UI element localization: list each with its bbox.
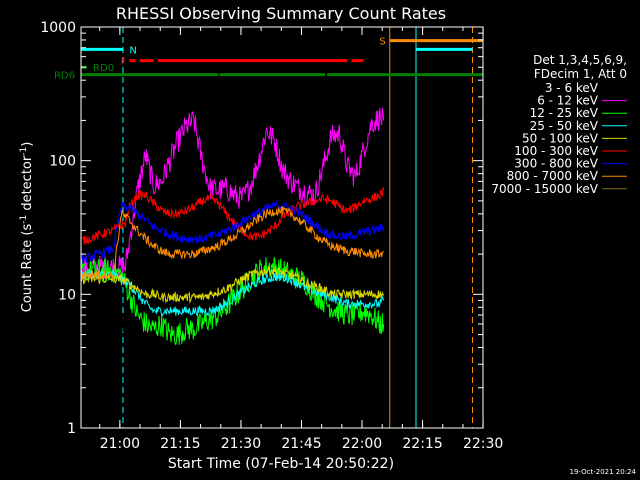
plot-frame — [80, 26, 484, 429]
legend-entry-label: 12 - 25 keV — [530, 106, 599, 120]
legend-header-line: Det 1,3,4,5,6,9, — [533, 53, 627, 67]
x-tick-label: 22:30 — [463, 436, 503, 452]
x-tick-label: 22:00 — [342, 436, 382, 452]
x-tick-label: 21:30 — [221, 436, 261, 452]
y-axis-label-superscript: -1 — [19, 215, 29, 224]
legend-entry-label: 7000 - 15000 keV — [491, 182, 598, 196]
generation-timestamp: 19-Oct-2021 20:24 — [570, 468, 637, 476]
x-tick-label: 21:45 — [281, 436, 321, 452]
legend-entry-label: 6 - 12 keV — [537, 94, 599, 108]
legend-entry-label: 50 - 100 keV — [522, 131, 599, 145]
legend-entry-label: 3 - 6 keV — [545, 81, 599, 95]
y-tick-label: 1 — [67, 421, 76, 437]
x-axis-label: Start Time (07-Feb-14 20:50:22) — [168, 456, 394, 472]
y-axis-label-superscript: -1 — [19, 147, 29, 156]
series-line — [80, 266, 385, 304]
y-axis-label-part: ) — [20, 142, 35, 147]
x-tick-label: 21:15 — [160, 436, 200, 452]
y-tick-label: 100 — [49, 154, 76, 170]
legend-entry-label: 800 - 7000 keV — [507, 169, 599, 183]
series-line — [80, 107, 385, 279]
flag-label: RD6 — [54, 71, 75, 82]
x-tick-label: 22:15 — [402, 436, 442, 452]
legend-entry-label: 100 - 300 keV — [514, 144, 598, 158]
axes: 21:00 21:15 21:30 21:45 22:00 22:15 22:30 1 10 10… — [40, 20, 503, 452]
legend-header-line: FDecim 1, Att 0 — [534, 67, 627, 81]
legend-entry-label: 300 - 800 keV — [514, 157, 598, 171]
series-line — [80, 199, 385, 265]
series-line — [80, 206, 385, 281]
series-line — [80, 256, 385, 346]
flag-label: N — [129, 45, 136, 56]
legend-entry-label: 25 - 50 keV — [530, 119, 599, 133]
y-axis-label-part: detector — [20, 155, 35, 215]
legend: Det 1,3,4,5,6,9, FDecim 1, Att 0 3 - 6 k… — [491, 53, 627, 196]
x-tick-label: 21:00 — [100, 436, 140, 452]
y-axis-label-part: Count Rate (s — [20, 224, 35, 313]
flag-label: S — [379, 37, 385, 48]
plot-content: NF S RD0 RD6 — [54, 27, 483, 428]
chart-title: RHESSI Observing Summary Count Rates — [116, 4, 446, 23]
y-axis-label: Count Rate (s-1 detector-1) — [19, 142, 35, 313]
y-tick-label: 10 — [58, 287, 76, 303]
flag-label: RD0 — [93, 63, 114, 74]
y-tick-label: 1000 — [40, 20, 76, 36]
flag-label: F — [121, 57, 127, 68]
